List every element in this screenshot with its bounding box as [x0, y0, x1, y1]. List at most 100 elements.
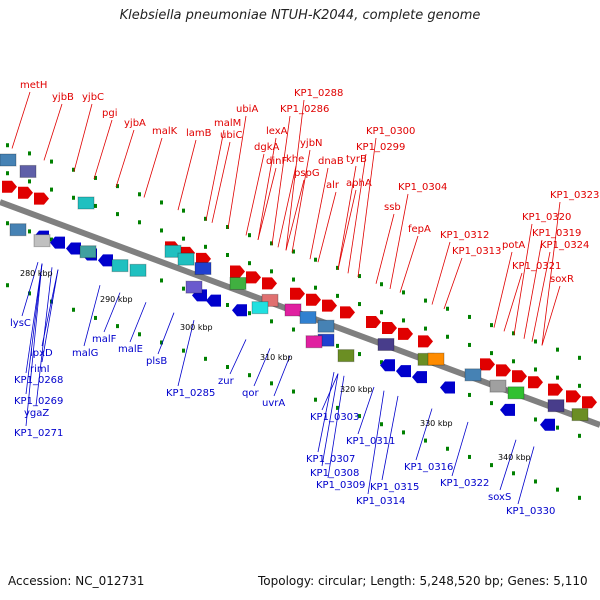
leader-line	[229, 339, 247, 375]
gene-block	[547, 399, 565, 413]
forward-gene-arrow	[548, 383, 563, 396]
tick-mark	[402, 318, 405, 323]
scale-label: 320 kbp	[340, 385, 373, 394]
gene-label-pgi: pgi	[102, 108, 117, 119]
leader-line	[317, 372, 335, 453]
gene-label-kp1_0316: KP1_0316	[404, 462, 453, 473]
leader-line	[177, 320, 195, 387]
forward-gene-arrow	[322, 299, 337, 312]
tick-mark	[204, 216, 207, 221]
gene-block	[164, 244, 182, 258]
gene-label-kp1_0303: KP1_0303	[310, 412, 359, 423]
forward-gene-arrow	[306, 293, 321, 306]
tick-mark	[28, 151, 31, 156]
tick-mark	[358, 302, 361, 307]
forward-gene-arrow	[382, 321, 397, 334]
gene-label-pota: potA	[502, 240, 525, 251]
leader-line	[399, 235, 419, 293]
tick-mark	[314, 285, 317, 290]
forward-gene-arrow	[566, 390, 581, 403]
scale-label: 280 kbp	[20, 269, 53, 278]
gene-label-lexa: lexA	[266, 126, 288, 137]
tick-mark	[94, 315, 97, 320]
tick-mark	[358, 352, 361, 357]
tick-mark	[204, 244, 207, 249]
forward-gene-arrow	[496, 364, 511, 377]
leader-line	[73, 103, 93, 172]
reverse-gene-arrow	[206, 294, 221, 307]
leader-line	[531, 251, 551, 342]
gene-block	[9, 223, 27, 237]
leader-line	[177, 139, 197, 211]
tick-mark	[182, 236, 185, 241]
tick-mark	[160, 200, 163, 205]
tick-mark	[556, 487, 559, 492]
tick-mark	[50, 237, 53, 242]
gene-label-rimi: rimI	[30, 364, 50, 375]
gene-label-uvra: uvrA	[262, 398, 285, 409]
gene-label-yjbc: yjbC	[82, 92, 104, 103]
gene-block	[185, 280, 203, 294]
leader-lines	[11, 91, 561, 505]
gene-label-kp1_0308: KP1_0308	[310, 468, 359, 479]
tick-mark	[94, 175, 97, 180]
tick-mark	[446, 306, 449, 311]
reverse-gene-arrow	[500, 403, 515, 416]
tick-mark	[6, 283, 9, 288]
leader-line	[257, 167, 277, 240]
forward-gene-arrow	[582, 396, 597, 409]
leader-line	[43, 103, 63, 161]
tick-mark	[512, 331, 515, 336]
tick-mark	[490, 351, 493, 356]
leader-line	[25, 263, 43, 395]
gene-label-kp1_0312: KP1_0312	[440, 230, 489, 241]
tick-mark	[160, 228, 163, 233]
gene-label-ubic: ubiC	[220, 130, 242, 141]
leader-line	[291, 149, 311, 253]
forward-gene-arrow	[290, 287, 305, 300]
tick-mark	[424, 326, 427, 331]
gene-block	[19, 164, 37, 178]
gene-label-kp1_0307: KP1_0307	[306, 454, 355, 465]
tick-mark	[380, 310, 383, 315]
forward-gene-arrow	[480, 358, 495, 371]
gene-label-lamb: lamB	[186, 128, 212, 139]
reverse-gene-arrow	[396, 365, 411, 378]
gene-label-kp1_0285: KP1_0285	[166, 388, 215, 399]
leader-line	[327, 375, 345, 479]
tick-mark	[50, 187, 53, 192]
tick-mark	[182, 208, 185, 213]
gene-label-malm: malM	[214, 118, 241, 129]
gene-label-alr: alr	[326, 180, 340, 191]
gene-label-kp1_0311: KP1_0311	[346, 436, 395, 447]
tick-mark	[28, 229, 31, 234]
tick-mark	[160, 278, 163, 283]
gene-block	[305, 335, 323, 349]
feature-layer	[0, 153, 597, 431]
leader-line	[493, 251, 513, 328]
tick-mark	[446, 446, 449, 451]
tick-mark	[424, 298, 427, 303]
leader-line	[115, 129, 135, 188]
forward-gene-arrow	[34, 192, 49, 205]
gene-label-yjbn: yjbN	[300, 138, 323, 149]
gene-label-kp1_0304: KP1_0304	[398, 182, 447, 193]
gene-block	[507, 386, 525, 400]
leader-line	[443, 257, 463, 310]
tick-mark	[182, 348, 185, 353]
tick-mark	[490, 463, 493, 468]
gene-block	[299, 311, 317, 324]
leader-line	[523, 239, 543, 339]
tick-mark	[248, 373, 251, 378]
leader-line	[157, 312, 175, 355]
leader-line	[541, 285, 561, 346]
forward-gene-arrow	[528, 376, 543, 389]
leader-line	[257, 137, 277, 240]
tick-mark	[468, 392, 471, 397]
gene-block	[129, 263, 147, 277]
gene-label-yjbb: yjbB	[52, 92, 74, 103]
gene-label-plsb: plsB	[146, 356, 167, 367]
gene-block	[427, 352, 445, 366]
tick-mark	[72, 167, 75, 172]
gene-block	[489, 379, 507, 393]
